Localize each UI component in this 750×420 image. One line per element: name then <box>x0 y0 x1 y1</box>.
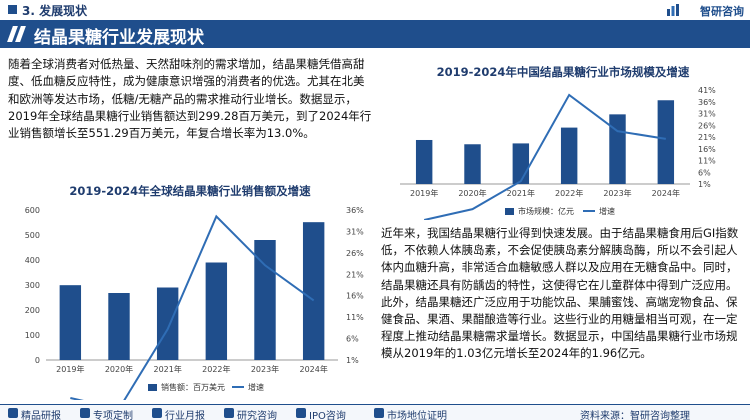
x-tick-label: 2019年 <box>410 188 438 198</box>
global-market-paragraph: 随着全球消费者对低热量、天然甜味剂的需求增加，结晶果糖凭借高甜度、低血糖反应特性… <box>8 57 372 141</box>
y-right-tick-label: 36% <box>346 206 364 215</box>
x-tick-label: 2019年 <box>56 364 84 374</box>
footer-item-monthly[interactable]: 行业月报 <box>165 411 205 420</box>
bar <box>415 139 433 184</box>
source-note: 资料来源：智研咨询整理 <box>580 411 690 420</box>
y-left-tick-label: 200 <box>25 306 40 315</box>
bar <box>302 222 325 360</box>
y-left-tick-label: 500 <box>25 231 40 240</box>
y-right-tick-label: 36% <box>698 98 716 107</box>
y-right-tick-label: 1% <box>346 356 359 365</box>
footer-bar: 精品研报 专项定制 行业月报 研究咨询 IPO咨询 市场地位证明 资料来源：智研… <box>0 404 750 420</box>
footer-item-ipo[interactable]: IPO咨询 <box>309 411 346 420</box>
research-icon <box>224 408 234 418</box>
x-tick-label: 2022年 <box>555 188 583 198</box>
footer-item-research[interactable]: 研究咨询 <box>237 411 277 420</box>
page-title: 结晶果糖行业发展现状 <box>34 28 204 48</box>
y-right-tick-label: 21% <box>346 270 364 279</box>
top-header: 3. 发展现状 智研咨询 <box>0 0 750 20</box>
y-left-tick-label: 0 <box>35 356 40 365</box>
y-right-tick-label: 26% <box>346 249 364 258</box>
footer-item-market-position[interactable]: 市场地位证明 <box>387 411 447 420</box>
y-right-tick-label: 1% <box>698 180 711 189</box>
x-tick-label: 2021年 <box>507 188 535 198</box>
certificate-icon <box>374 408 384 418</box>
title-stripes-icon <box>7 26 28 42</box>
y-left-tick-label: 100 <box>25 331 40 340</box>
x-tick-label: 2024年 <box>652 188 680 198</box>
global-sales-chart: 0 100 200 300 400 500 600 1% 6% 11% 16% 21% 26% 31% 36… <box>25 206 364 400</box>
y-right-tick-label: 31% <box>346 227 364 236</box>
y-right-tick-label: 16% <box>346 292 364 301</box>
section-title: 3. 发展现状 <box>22 4 88 18</box>
legend-bar-swatch <box>505 208 514 215</box>
legend-bar-label: 市场规模：亿元 <box>518 206 574 216</box>
legend-line-label: 增速 <box>599 206 615 216</box>
x-tick-label: 2020年 <box>458 188 486 198</box>
bar <box>156 287 179 360</box>
china-market-chart: 1% 6% 11% 16% 21% 26% 31% 36% 41% 2019年 2020年 2021年… <box>400 86 716 220</box>
x-tick-label: 2020年 <box>105 364 133 374</box>
y-right-tick-label: 11% <box>346 313 364 322</box>
bar <box>609 114 626 184</box>
report-icon <box>8 408 18 418</box>
y-right-tick-label: 6% <box>698 168 711 177</box>
global-chart-title: 2019-2024年全球结晶果糖行业销售额及增速 <box>69 184 311 198</box>
legend-bar-swatch <box>148 384 157 391</box>
bar <box>560 127 578 184</box>
y-right-tick-label: 41% <box>698 86 716 95</box>
custom-icon <box>80 408 90 418</box>
legend-bar-label: 销售额：百万美元 <box>161 382 225 392</box>
x-tick-label: 2023年 <box>603 188 631 198</box>
growth-line <box>70 214 315 400</box>
y-left-tick-label: 400 <box>25 256 40 265</box>
bar <box>512 143 530 184</box>
bar <box>59 285 82 360</box>
section-marker-icon <box>8 5 17 14</box>
y-right-tick-label: 31% <box>698 110 716 119</box>
china-chart-title: 2019-2024年中国结晶果糖行业市场规模及增速 <box>436 65 690 79</box>
y-right-tick-label: 26% <box>698 121 716 130</box>
ipo-icon <box>296 408 306 418</box>
x-tick-label: 2021年 <box>153 364 181 374</box>
y-right-tick-label: 6% <box>346 335 359 344</box>
y-right-tick-label: 11% <box>698 157 716 166</box>
bar <box>205 262 228 360</box>
y-left-tick-label: 600 <box>25 206 40 215</box>
monthly-icon <box>152 408 162 418</box>
bar <box>464 144 481 184</box>
legend-line-label: 增速 <box>248 382 264 392</box>
brand-logo-icon <box>667 4 679 16</box>
x-tick-label: 2023年 <box>251 364 279 374</box>
y-right-tick-label: 16% <box>698 145 716 154</box>
x-tick-label: 2024年 <box>299 364 327 374</box>
growth-line <box>423 93 666 220</box>
footer-item-reports[interactable]: 精品研报 <box>21 411 61 420</box>
bar <box>108 293 130 360</box>
y-left-tick-label: 300 <box>25 281 40 290</box>
x-tick-label: 2022年 <box>202 364 230 374</box>
china-market-paragraph: 近年来，我国结晶果糖行业得到快速发展。由于结晶果糖食用后GI指数低，不依赖人体胰… <box>381 226 739 361</box>
bar <box>657 100 675 184</box>
page-title-band: 结晶果糖行业发展现状 <box>0 20 750 48</box>
footer-item-custom[interactable]: 专项定制 <box>93 411 133 420</box>
brand-name: 智研咨询 <box>700 5 744 18</box>
y-right-tick-label: 21% <box>698 133 716 142</box>
